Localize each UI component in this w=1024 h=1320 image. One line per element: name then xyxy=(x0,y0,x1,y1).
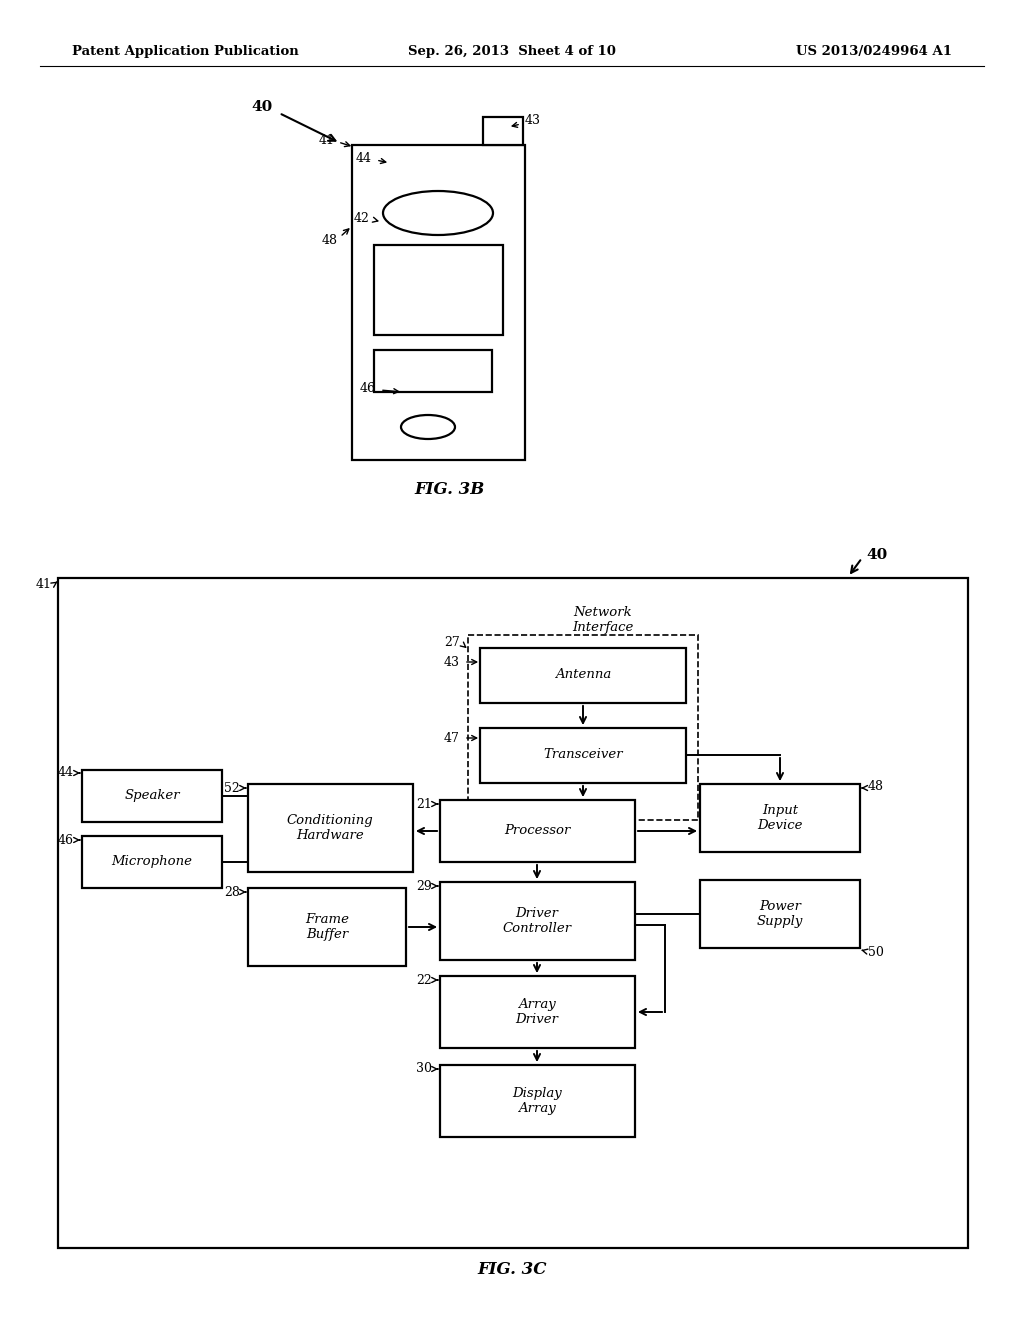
Text: 52: 52 xyxy=(224,781,240,795)
Bar xyxy=(440,800,635,862)
Text: Microphone: Microphone xyxy=(112,855,193,869)
Text: 27: 27 xyxy=(444,636,460,649)
Bar xyxy=(82,770,222,822)
Text: 48: 48 xyxy=(868,780,884,792)
Bar xyxy=(440,882,635,960)
Text: Array
Driver: Array Driver xyxy=(515,998,558,1026)
Bar xyxy=(352,145,525,459)
Text: Conditioning
Hardware: Conditioning Hardware xyxy=(287,814,374,842)
Text: Processor: Processor xyxy=(504,825,570,837)
Text: 46: 46 xyxy=(58,833,74,846)
Bar xyxy=(700,880,860,948)
Text: Frame
Buffer: Frame Buffer xyxy=(305,913,349,941)
Ellipse shape xyxy=(383,191,493,235)
Bar xyxy=(440,1065,635,1137)
Text: FIG. 3B: FIG. 3B xyxy=(415,482,485,499)
Text: 43: 43 xyxy=(525,115,541,128)
Text: FIG. 3C: FIG. 3C xyxy=(477,1262,547,1279)
Text: Transceiver: Transceiver xyxy=(543,748,623,762)
Bar xyxy=(374,246,503,335)
Text: 30: 30 xyxy=(416,1063,432,1076)
Text: 29: 29 xyxy=(416,879,432,892)
Text: 50: 50 xyxy=(868,945,884,958)
Text: Speaker: Speaker xyxy=(124,789,180,803)
Bar xyxy=(700,784,860,851)
Bar xyxy=(58,578,968,1247)
Text: Input
Device: Input Device xyxy=(758,804,803,832)
Text: Sep. 26, 2013  Sheet 4 of 10: Sep. 26, 2013 Sheet 4 of 10 xyxy=(408,45,616,58)
Ellipse shape xyxy=(401,414,455,440)
Text: 41: 41 xyxy=(319,133,335,147)
Text: 44: 44 xyxy=(58,767,74,780)
Bar xyxy=(82,836,222,888)
Text: Antenna: Antenna xyxy=(555,668,611,681)
Bar xyxy=(374,350,492,392)
Text: 46: 46 xyxy=(360,381,376,395)
Bar xyxy=(468,635,698,820)
Text: 43: 43 xyxy=(444,656,460,668)
Text: 41: 41 xyxy=(36,578,52,591)
Text: 42: 42 xyxy=(354,211,370,224)
Bar xyxy=(480,729,686,783)
Text: Display
Array: Display Array xyxy=(512,1086,562,1115)
Bar xyxy=(248,784,413,873)
Text: 22: 22 xyxy=(416,974,432,986)
Bar xyxy=(480,648,686,704)
Text: 47: 47 xyxy=(444,731,460,744)
Text: 28: 28 xyxy=(224,886,240,899)
Text: 44: 44 xyxy=(356,152,372,165)
Text: 40: 40 xyxy=(251,100,272,114)
Text: 21: 21 xyxy=(416,797,432,810)
Text: Network
Interface: Network Interface xyxy=(572,606,634,634)
Bar xyxy=(440,975,635,1048)
Text: 40: 40 xyxy=(866,548,887,562)
Text: US 2013/0249964 A1: US 2013/0249964 A1 xyxy=(796,45,952,58)
Text: Driver
Controller: Driver Controller xyxy=(503,907,571,935)
Text: Power
Supply: Power Supply xyxy=(757,900,803,928)
Text: Patent Application Publication: Patent Application Publication xyxy=(72,45,299,58)
Bar xyxy=(248,888,406,966)
Bar xyxy=(483,117,523,145)
Text: 48: 48 xyxy=(322,234,338,247)
